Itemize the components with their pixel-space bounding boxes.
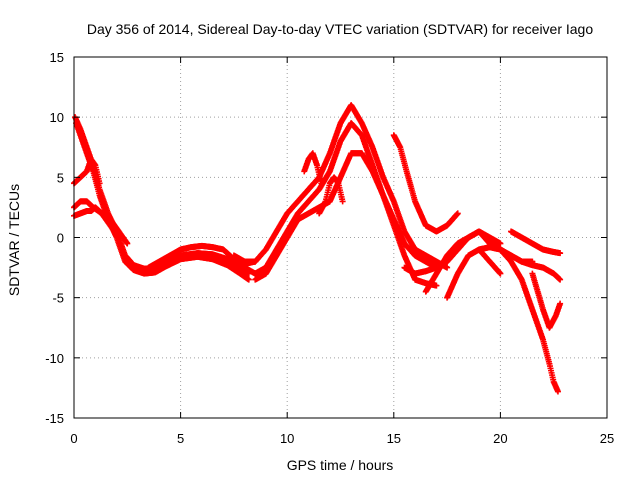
series-arc-17 bbox=[508, 228, 564, 257]
chart-title: Day 356 of 2014, Sidereal Day-to-day VTE… bbox=[87, 21, 594, 37]
data-point bbox=[497, 240, 504, 247]
x-tick-label: 0 bbox=[70, 431, 77, 446]
data-point bbox=[557, 276, 564, 283]
data-point bbox=[318, 180, 325, 187]
y-tick-label: 5 bbox=[57, 170, 64, 185]
x-tick-label: 15 bbox=[387, 431, 401, 446]
data-point bbox=[554, 388, 561, 395]
data-point bbox=[339, 198, 346, 205]
y-tick-label: 0 bbox=[57, 231, 64, 246]
data-point bbox=[96, 180, 103, 187]
y-tick-label: -10 bbox=[45, 351, 64, 366]
series-arc-5 bbox=[71, 156, 103, 187]
series-arc-12 bbox=[390, 132, 461, 235]
series-arc-18 bbox=[497, 246, 561, 395]
x-tick-label: 25 bbox=[600, 431, 614, 446]
data-point bbox=[115, 234, 122, 241]
series-arc-9 bbox=[252, 150, 440, 289]
series-arc-2 bbox=[73, 120, 252, 283]
series-arc-10 bbox=[301, 150, 325, 187]
x-tick-label: 20 bbox=[493, 431, 507, 446]
data-point bbox=[433, 282, 440, 289]
grid-lines bbox=[74, 57, 607, 418]
y-tick-label: -5 bbox=[52, 291, 64, 306]
axis-ticks: 0 5 10 15 20 25 -15 -10 -5 0 5 10 15 bbox=[45, 50, 614, 446]
y-axis-label: SDTVAR / TECUs bbox=[6, 184, 22, 296]
series-arc-11 bbox=[316, 174, 346, 217]
data-point bbox=[444, 264, 451, 271]
x-axis-label: GPS time / hours bbox=[287, 457, 394, 473]
x-tick-label: 10 bbox=[280, 431, 294, 446]
data-point bbox=[454, 210, 461, 217]
series-arc-4 bbox=[71, 204, 122, 241]
data-point bbox=[124, 240, 131, 247]
y-tick-label: -15 bbox=[45, 411, 64, 426]
data-point bbox=[557, 300, 564, 307]
series-arc-8 bbox=[230, 102, 451, 271]
y-tick-label: 15 bbox=[50, 50, 64, 65]
data-point bbox=[557, 250, 564, 257]
data-point bbox=[497, 270, 504, 277]
data-point bbox=[245, 276, 252, 283]
y-tick-label: 10 bbox=[50, 110, 64, 125]
series-arc-15 bbox=[444, 246, 504, 301]
x-tick-label: 5 bbox=[177, 431, 184, 446]
data-points bbox=[71, 102, 564, 395]
series-arc-19 bbox=[529, 270, 564, 331]
